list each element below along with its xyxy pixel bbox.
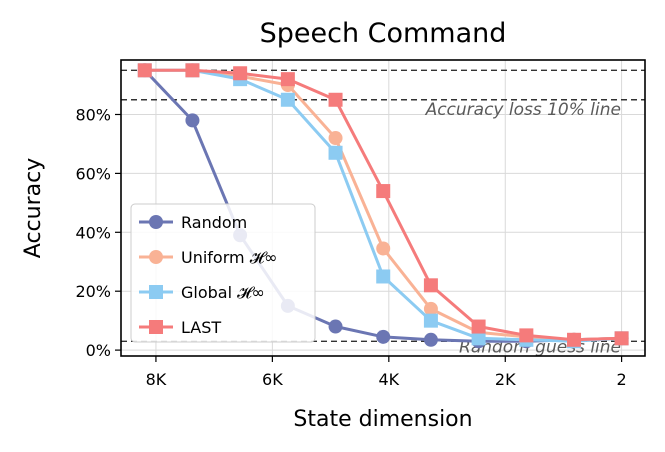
legend-entry: Random (139, 213, 247, 232)
data-point (471, 331, 486, 346)
data-point (376, 329, 391, 344)
y-tick-label: 40% (75, 223, 111, 242)
data-point (376, 269, 391, 284)
data-point (328, 131, 343, 146)
legend-entry: LAST (139, 318, 221, 337)
series-3 (137, 63, 629, 347)
legend-marker (149, 285, 163, 299)
legend-marker (149, 215, 163, 229)
x-tick-label: 2 (617, 370, 627, 389)
x-tick-label: 8K (146, 370, 167, 389)
data-point (185, 63, 200, 78)
x-tick-label: 6K (262, 370, 283, 389)
data-point (423, 301, 438, 316)
legend-label: LAST (181, 318, 221, 337)
y-axis: 0% 20% 40% 60% 80% (75, 105, 121, 360)
data-point (280, 72, 295, 87)
legend-label: Global 𝓗∞ (181, 283, 265, 302)
x-tick-label: 2K (495, 370, 516, 389)
data-point (567, 332, 582, 347)
x-tick-label: 4K (378, 370, 399, 389)
x-axis-label: State dimension (293, 407, 472, 432)
data-point (614, 331, 629, 346)
data-point (376, 184, 391, 199)
y-axis-label: Accuracy (21, 158, 46, 258)
data-point (471, 319, 486, 334)
reference-line-label: Accuracy loss 10% line (425, 100, 621, 120)
data-point (137, 63, 152, 78)
series (137, 63, 629, 349)
data-point (423, 332, 438, 347)
legend-entry: Global 𝓗∞ (139, 283, 265, 302)
legend-entry: Uniform 𝓗∞ (139, 248, 277, 267)
legend-box (130, 203, 316, 343)
data-point (280, 92, 295, 107)
legend-marker (149, 250, 163, 264)
data-point (328, 319, 343, 334)
y-tick-label: 60% (75, 164, 111, 183)
data-point (423, 278, 438, 293)
data-point (185, 113, 200, 128)
y-tick-label: 80% (75, 105, 111, 124)
data-point (328, 92, 343, 107)
plot-frame (120, 59, 646, 357)
y-tick-label: 20% (75, 282, 111, 301)
data-point (328, 145, 343, 160)
chart-title: Speech Command (260, 18, 507, 49)
legend-label: Uniform 𝓗∞ (181, 248, 277, 267)
data-point (519, 328, 534, 343)
y-tick-label: 0% (86, 341, 111, 360)
data-point (423, 313, 438, 328)
x-axis: 8K 6K 4K 2K 2 (146, 356, 627, 389)
legend-label: Random (181, 213, 247, 232)
data-point (376, 241, 391, 256)
data-point (233, 66, 248, 81)
legend-marker (149, 320, 163, 334)
legend: Random Uniform 𝓗∞ Global 𝓗∞ LAST (130, 203, 316, 343)
